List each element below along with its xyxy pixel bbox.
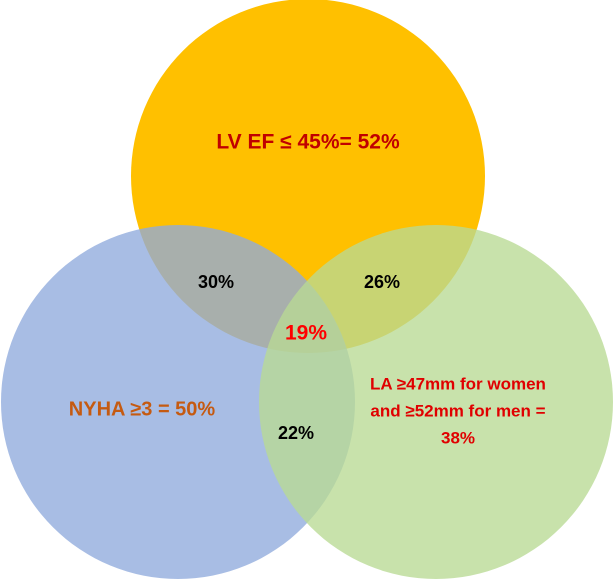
- set-label-line: and ≥52mm for men =: [370, 401, 545, 420]
- intersection-label: 30%: [198, 272, 234, 292]
- set-label: LV EF ≤ 45%= 52%: [216, 131, 400, 154]
- circle-nyha: [1, 225, 355, 579]
- set-label: NYHA ≥3 = 50%: [69, 398, 216, 420]
- circle-la: [259, 225, 613, 579]
- set-label-line: 38%: [441, 428, 475, 447]
- intersection-label: 22%: [278, 423, 314, 443]
- set-label-line: LA ≥47mm for women: [370, 374, 546, 393]
- center-label: 19%: [285, 322, 327, 345]
- intersection-label: 26%: [364, 272, 400, 292]
